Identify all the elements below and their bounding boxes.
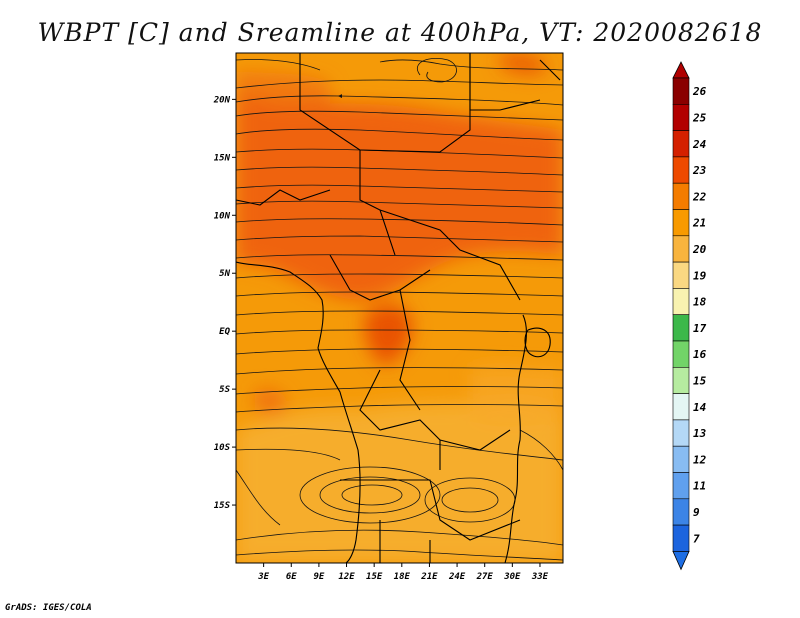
country-borders xyxy=(236,53,561,563)
coastline-west xyxy=(236,261,361,563)
colorbar-swatch xyxy=(672,314,690,342)
y-tick-label: 20N xyxy=(213,95,231,105)
colorbar-swatch xyxy=(672,366,690,394)
y-tick-label: 10N xyxy=(214,211,231,221)
y-axis: 20N 15N 10N 5N EQ 5S 10S 15S xyxy=(213,95,236,511)
colorbar-swatch xyxy=(672,340,690,368)
colorbar-label: 15 xyxy=(693,374,707,387)
wbpt-band-20-south xyxy=(236,399,563,563)
colorbar-bottom-arrow xyxy=(672,551,690,571)
y-tick-label: 10S xyxy=(214,443,231,453)
colorbar-label: 14 xyxy=(693,401,707,414)
colorbar-swatch xyxy=(672,235,690,263)
colorbar-label: 19 xyxy=(693,269,707,282)
x-tick-label: 21E xyxy=(420,572,438,582)
colorbar-swatch xyxy=(672,130,690,158)
x-tick-label: 6E xyxy=(286,572,297,582)
colorbar-label: 16 xyxy=(693,348,707,361)
colorbar-swatch xyxy=(672,156,690,184)
colorbar-label: 21 xyxy=(692,217,706,230)
x-tick-label: 27E xyxy=(476,572,494,582)
y-tick-label: EQ xyxy=(219,327,230,337)
colorbar-label: 17 xyxy=(693,322,707,335)
streamlines xyxy=(236,58,563,561)
map-title: WBPT [C] and Sreamline at 400hPa, VT: 20… xyxy=(37,18,763,47)
grads-credit: GrADS: IGES/COLA xyxy=(5,603,92,613)
y-tick-label: 15N xyxy=(214,153,231,163)
map-panel xyxy=(235,52,564,564)
colorbar-label: 12 xyxy=(693,453,707,466)
x-tick-label: 33E xyxy=(531,572,549,582)
colorbar-label: 23 xyxy=(692,164,707,177)
y-tick-label: 5N xyxy=(219,269,230,279)
colorbar-top-arrow xyxy=(672,61,690,79)
colorbar-swatch xyxy=(672,261,690,289)
x-tick-label: 18E xyxy=(394,572,411,582)
colorbar-swatch xyxy=(672,472,690,500)
x-tick-label: 9E xyxy=(313,572,324,582)
colorbar-label: 24 xyxy=(692,138,707,151)
colorbar-swatch xyxy=(672,104,690,131)
colorbar-label: 13 xyxy=(693,427,707,440)
x-tick-label: 15E xyxy=(366,572,383,582)
lake-victoria xyxy=(524,327,551,358)
wbpt-band-21-east xyxy=(470,365,563,427)
colorbar-swatch xyxy=(672,288,690,315)
wbpt-shading xyxy=(236,54,563,563)
x-tick-label: 24E xyxy=(448,572,466,582)
colorbar-swatch xyxy=(672,419,690,447)
colorbar-label: 22 xyxy=(692,190,707,203)
y-tick-label: 5S xyxy=(219,385,230,395)
x-tick-label: 12E xyxy=(338,572,355,582)
y-tick-label: 15S xyxy=(214,501,231,511)
colorbar-swatch xyxy=(672,445,690,473)
colorbar-label: 20 xyxy=(692,243,707,256)
colorbar-swatch xyxy=(672,209,690,237)
wbpt-cell-central xyxy=(364,304,413,365)
colorbar-label: 7 xyxy=(693,532,700,545)
colorbar-label: 9 xyxy=(693,506,700,519)
wbpt-cell-southwest xyxy=(255,388,286,416)
coastline-east xyxy=(504,314,527,563)
map-frame xyxy=(235,52,564,564)
colorbar-swatch xyxy=(672,77,690,105)
colorbar-label: 26 xyxy=(692,85,707,98)
colorbar-swatch xyxy=(672,393,690,421)
x-tick-label: 3E xyxy=(257,572,269,582)
colorbar: 26 25 24 23 22 21 20 19 18 17 16 15 14 13 12 11 9 7 xyxy=(672,61,707,571)
colorbar-label: 25 xyxy=(692,111,707,124)
colorbar-label: 18 xyxy=(693,296,707,309)
colorbar-swatch xyxy=(672,498,690,526)
colorbar-swatch xyxy=(672,524,690,552)
colorbar-swatch xyxy=(672,182,690,210)
colorbar-label: 11 xyxy=(693,480,706,493)
wbpt-band-23 xyxy=(236,95,563,300)
x-axis: 3E 6E 9E 12E 15E 18E 21E 24E 27E 30E 33E xyxy=(257,563,549,582)
x-tick-label: 30E xyxy=(503,572,521,582)
